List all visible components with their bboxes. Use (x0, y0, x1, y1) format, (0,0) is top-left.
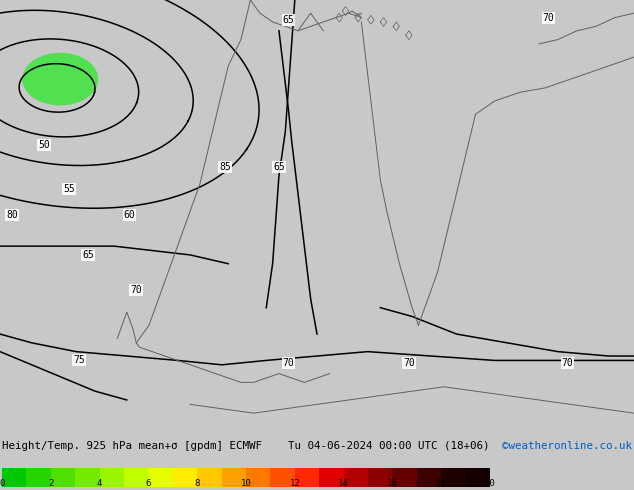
Text: 75: 75 (73, 355, 85, 366)
Text: 85: 85 (219, 162, 231, 172)
Text: 50: 50 (38, 140, 50, 150)
Bar (246, 468, 270, 487)
Text: 60: 60 (124, 210, 136, 221)
Bar (27, 468, 51, 487)
Bar (148, 468, 173, 487)
Text: 70: 70 (562, 358, 573, 368)
Bar (51, 468, 75, 487)
Bar (270, 468, 295, 487)
Text: 0: 0 (0, 480, 4, 489)
Text: 20: 20 (484, 480, 495, 489)
Bar (417, 468, 441, 487)
Text: 65: 65 (273, 162, 285, 172)
Bar (441, 468, 465, 487)
Text: 10: 10 (241, 480, 251, 489)
Bar (392, 468, 417, 487)
Text: 70: 70 (543, 13, 554, 23)
Text: 16: 16 (387, 480, 398, 489)
Bar (173, 468, 197, 487)
Text: 18: 18 (436, 480, 446, 489)
Text: 70: 70 (131, 285, 142, 295)
Bar (295, 468, 319, 487)
Text: 4: 4 (97, 480, 102, 489)
Bar (124, 468, 148, 487)
Text: 14: 14 (338, 480, 349, 489)
Text: 8: 8 (195, 480, 200, 489)
Text: 55: 55 (63, 184, 75, 194)
Bar (344, 468, 368, 487)
Bar (197, 468, 222, 487)
Bar (368, 468, 392, 487)
Text: 70: 70 (403, 358, 415, 368)
Text: 70: 70 (283, 358, 294, 368)
Bar (75, 468, 100, 487)
Text: 12: 12 (290, 480, 300, 489)
Bar (100, 468, 124, 487)
Text: 2: 2 (48, 480, 53, 489)
Bar (319, 468, 344, 487)
Text: 80: 80 (6, 210, 18, 221)
Text: 6: 6 (146, 480, 151, 489)
Text: 65: 65 (283, 15, 294, 25)
Text: 65: 65 (82, 250, 94, 260)
Text: Height/Temp. 925 hPa mean+σ [gpdm] ECMWF    Tu 04-06-2024 00:00 UTC (18+06): Height/Temp. 925 hPa mean+σ [gpdm] ECMWF… (2, 441, 489, 450)
Text: ©weatheronline.co.uk: ©weatheronline.co.uk (502, 441, 632, 450)
Ellipse shape (22, 53, 98, 105)
Bar (222, 468, 246, 487)
Bar (2, 468, 27, 487)
Bar (465, 468, 490, 487)
